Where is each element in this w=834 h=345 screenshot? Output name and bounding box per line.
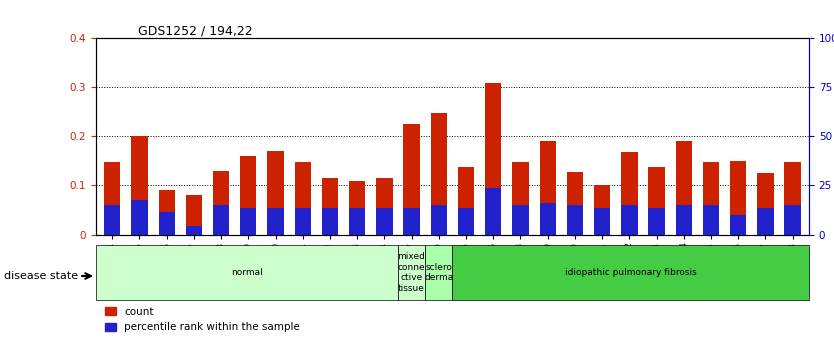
Bar (213, 205, 229, 235)
Bar (567, 172, 583, 235)
Bar (131, 136, 148, 235)
Bar (104, 162, 120, 235)
Bar (322, 208, 338, 235)
Bar (594, 186, 610, 235)
Bar (349, 208, 365, 235)
Bar (785, 162, 801, 235)
Bar (621, 205, 637, 235)
Bar (757, 173, 774, 235)
Bar (458, 167, 475, 235)
Bar (703, 205, 719, 235)
Bar (512, 205, 529, 235)
Bar (376, 178, 393, 235)
Bar (785, 205, 801, 235)
Bar (268, 151, 284, 235)
Bar (757, 208, 774, 235)
Legend: count, percentile rank within the sample: count, percentile rank within the sample (101, 303, 304, 336)
Text: mixed
conne
ctive
tissue: mixed conne ctive tissue (397, 253, 425, 293)
Text: sclero
derma: sclero derma (425, 263, 454, 282)
Bar (567, 205, 583, 235)
Bar (404, 124, 420, 235)
Bar (485, 83, 501, 235)
Bar (104, 205, 120, 235)
Bar (730, 161, 746, 235)
Bar (540, 141, 556, 235)
Bar (676, 205, 692, 235)
Bar (158, 190, 175, 235)
Bar (404, 208, 420, 235)
Bar (458, 208, 475, 235)
Bar (676, 141, 692, 235)
Bar (322, 178, 338, 235)
Text: GDS1252 / 194,22: GDS1252 / 194,22 (138, 24, 252, 37)
Bar (294, 162, 311, 235)
Bar (485, 188, 501, 235)
Bar (158, 213, 175, 235)
Text: idiopathic pulmonary fibrosis: idiopathic pulmonary fibrosis (565, 268, 696, 277)
Bar (430, 113, 447, 235)
Bar (186, 226, 202, 235)
Bar (268, 208, 284, 235)
Bar (540, 203, 556, 235)
Bar (186, 195, 202, 235)
Bar (621, 152, 637, 235)
Bar (648, 167, 665, 235)
Bar (294, 208, 311, 235)
Text: disease state: disease state (4, 271, 78, 281)
Bar (240, 156, 257, 235)
Text: normal: normal (231, 268, 263, 277)
Bar (349, 180, 365, 235)
Bar (703, 162, 719, 235)
Bar (730, 215, 746, 235)
Bar (131, 200, 148, 235)
Bar (594, 208, 610, 235)
Bar (240, 208, 257, 235)
Bar (430, 205, 447, 235)
Bar (648, 208, 665, 235)
Bar (213, 171, 229, 235)
Bar (376, 208, 393, 235)
Bar (512, 162, 529, 235)
